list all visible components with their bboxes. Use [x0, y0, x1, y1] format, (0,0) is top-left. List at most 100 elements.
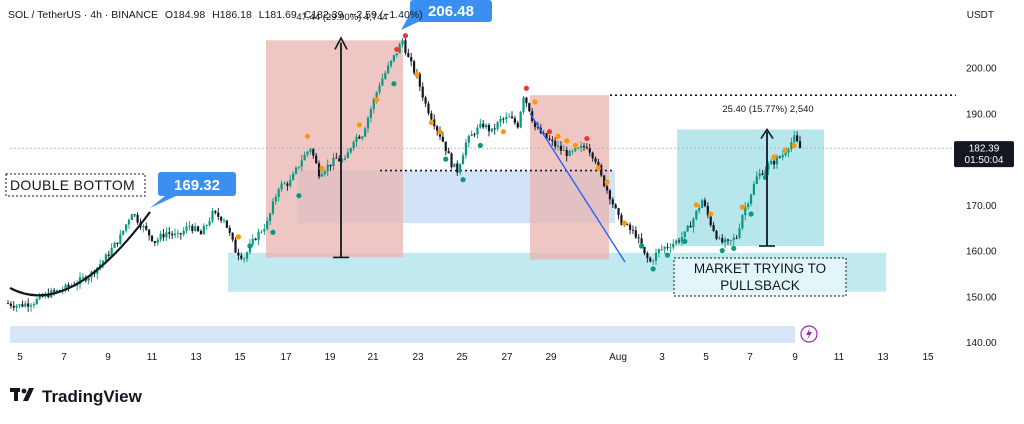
- signal-dot: [235, 234, 241, 240]
- candle-body: [798, 141, 802, 149]
- candle-body: [335, 157, 338, 159]
- countdown-value: 01:50:04: [965, 155, 1004, 166]
- candle-body: [286, 183, 289, 186]
- candle-body: [712, 225, 715, 232]
- candle-body: [315, 155, 318, 164]
- candle-body: [689, 225, 692, 228]
- candle-body: [677, 240, 681, 242]
- candle-body: [772, 160, 776, 165]
- candle-body: [101, 260, 105, 265]
- candle-body: [464, 142, 468, 156]
- candle-body: [372, 99, 375, 110]
- candle-body: [222, 220, 226, 222]
- candle-body: [548, 138, 551, 140]
- candle-body: [605, 186, 609, 191]
- candle-body: [294, 167, 298, 174]
- y-tick-label: 160.00: [966, 247, 997, 258]
- candle-body: [87, 277, 90, 281]
- candle-body: [113, 242, 116, 249]
- candle-body: [582, 145, 586, 148]
- candle-body: [634, 230, 637, 238]
- lightning-icon[interactable]: [800, 325, 818, 343]
- candle-body: [271, 201, 275, 214]
- candle-body: [695, 210, 698, 219]
- candle-body: [732, 237, 735, 241]
- candle-body: [245, 252, 249, 259]
- signal-dot: [296, 193, 302, 199]
- candle-body: [666, 247, 669, 248]
- signal-dot: [572, 142, 578, 149]
- signal-dot: [477, 142, 483, 149]
- candle-body: [775, 156, 779, 165]
- candle-body: [148, 229, 151, 236]
- candle-body: [38, 295, 41, 299]
- candle-body: [361, 136, 364, 139]
- candle-body: [67, 284, 70, 287]
- candle-body: [136, 214, 139, 223]
- x-tick-label: 11: [834, 352, 845, 363]
- candle-body: [81, 277, 84, 278]
- signal-dot: [739, 204, 746, 210]
- signal-dot: [664, 252, 671, 258]
- candle-body: [156, 239, 159, 243]
- candle-body: [672, 243, 675, 248]
- signal-dot: [693, 202, 699, 208]
- signal-dot: [356, 122, 362, 128]
- candle-body: [387, 65, 390, 74]
- candle-body: [620, 215, 623, 225]
- x-tick-label: 7: [747, 352, 753, 363]
- candle-body: [398, 44, 401, 54]
- candle-body: [784, 152, 787, 156]
- candle-body: [721, 238, 724, 243]
- signal-dot: [783, 147, 789, 153]
- tradingview-brand[interactable]: TradingView: [10, 386, 142, 407]
- candle-body: [412, 61, 416, 73]
- candle-body: [703, 200, 707, 206]
- candle-body: [729, 240, 732, 241]
- double-bottom-curve: [9, 211, 151, 297]
- x-tick-label: 9: [105, 352, 111, 363]
- candle-body: [176, 233, 180, 235]
- candle-body: [55, 290, 59, 292]
- candle-body: [510, 116, 514, 119]
- signal-dot: [584, 135, 590, 142]
- candle-body: [116, 242, 119, 245]
- candle-body: [453, 163, 456, 168]
- low-price-label: 169.32: [174, 177, 220, 194]
- x-tick-label: 21: [367, 352, 379, 363]
- candle-body: [631, 229, 635, 231]
- lower-blue-zone: [10, 326, 795, 343]
- open-value: O184.98: [164, 9, 206, 21]
- candle-body: [508, 116, 511, 118]
- candle-body: [188, 225, 191, 227]
- pullback-callout-box: [673, 257, 847, 297]
- signal-dot: [319, 165, 325, 171]
- pullback-callout-line1: MARKET TRYING TO: [694, 261, 826, 276]
- candle-body: [755, 176, 758, 184]
- signal-dot: [708, 211, 714, 217]
- candle-body: [484, 124, 488, 128]
- candle-body: [533, 120, 537, 128]
- candle-body: [122, 230, 125, 235]
- candle-body: [490, 128, 493, 132]
- brand-name: TradingView: [42, 386, 142, 406]
- candle-body: [741, 215, 744, 229]
- rally-box-left: [266, 40, 403, 258]
- symbol-label[interactable]: SOL / TetherUS · 4h · BINANCE: [8, 9, 158, 21]
- candle-body: [669, 247, 672, 249]
- candle-body: [208, 221, 211, 226]
- candle-body: [591, 152, 594, 159]
- candle-body: [150, 235, 154, 242]
- x-tick-label: 5: [703, 352, 709, 363]
- candle-body: [450, 153, 453, 168]
- signal-dot: [555, 133, 561, 139]
- candle-body: [594, 158, 597, 162]
- signal-dot: [731, 245, 737, 251]
- candle-body: [778, 156, 781, 158]
- candle-body: [340, 159, 344, 162]
- signal-dot: [394, 46, 400, 53]
- candle-body: [758, 173, 761, 177]
- quote-currency[interactable]: USDT: [966, 10, 994, 21]
